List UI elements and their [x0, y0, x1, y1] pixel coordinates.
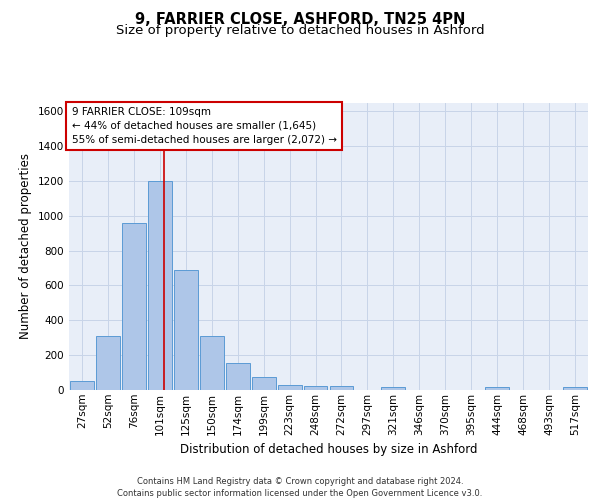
Bar	[563, 386, 587, 390]
Bar	[304, 386, 328, 390]
Bar	[251, 377, 275, 390]
Bar	[148, 181, 172, 390]
Bar	[200, 336, 224, 390]
Bar	[329, 386, 353, 390]
Bar	[96, 336, 120, 390]
Bar	[226, 363, 250, 390]
X-axis label: Distribution of detached houses by size in Ashford: Distribution of detached houses by size …	[180, 443, 477, 456]
Bar	[485, 386, 509, 390]
Text: Size of property relative to detached houses in Ashford: Size of property relative to detached ho…	[116, 24, 484, 37]
Text: Contains HM Land Registry data © Crown copyright and database right 2024.
Contai: Contains HM Land Registry data © Crown c…	[118, 476, 482, 498]
Y-axis label: Number of detached properties: Number of detached properties	[19, 153, 32, 340]
Bar	[382, 386, 406, 390]
Bar	[70, 382, 94, 390]
Bar	[278, 385, 302, 390]
Text: 9, FARRIER CLOSE, ASHFORD, TN25 4PN: 9, FARRIER CLOSE, ASHFORD, TN25 4PN	[135, 12, 465, 28]
Text: 9 FARRIER CLOSE: 109sqm
← 44% of detached houses are smaller (1,645)
55% of semi: 9 FARRIER CLOSE: 109sqm ← 44% of detache…	[71, 107, 337, 145]
Bar	[174, 270, 198, 390]
Bar	[122, 222, 146, 390]
